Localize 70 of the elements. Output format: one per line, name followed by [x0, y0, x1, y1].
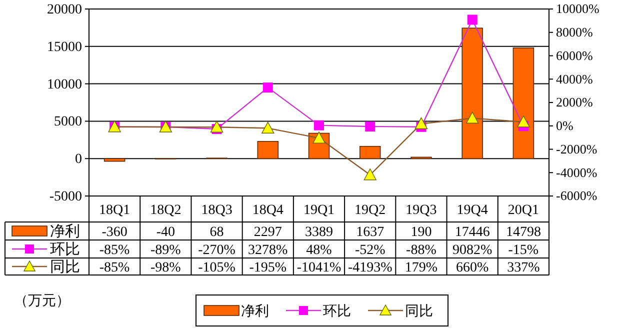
data-label: 17446	[454, 225, 490, 240]
legend-label: 同比	[50, 258, 80, 276]
x-tick-label: 19Q2	[354, 203, 386, 218]
text: （万元）	[14, 294, 70, 309]
data-label: 179%	[404, 260, 438, 276]
point	[517, 116, 530, 128]
data-label: 190	[410, 225, 432, 240]
text: 同比	[405, 304, 433, 320]
y2-tick-label: 2000%	[556, 94, 593, 110]
y2-tick-label: -2000%	[556, 141, 598, 156]
data-label: 3278%	[248, 243, 288, 258]
x-tick-label: 19Q3	[406, 203, 437, 218]
y-tick-label: 15000	[47, 40, 82, 55]
y2-tick-label: 6000%	[556, 48, 593, 63]
data-label: -88%	[406, 243, 437, 258]
data-label: -52%	[354, 243, 386, 258]
point	[414, 117, 428, 130]
y-tick-label: 5000	[54, 114, 82, 130]
data-label: -360	[102, 225, 128, 240]
y2-tick-label: 8000%	[556, 24, 593, 40]
y2-tick-label: -6000%	[556, 188, 598, 204]
point	[466, 112, 479, 124]
data-label: -85%	[99, 243, 130, 258]
x-tick-label: 18Q4	[252, 203, 284, 218]
text: 环比	[323, 304, 351, 320]
point	[210, 120, 224, 132]
bar	[257, 141, 279, 159]
bar	[512, 48, 534, 159]
data-label: 68	[210, 225, 224, 240]
data-label: 1637	[356, 225, 384, 240]
data-label: -40	[156, 225, 176, 240]
data-label: -4193%	[348, 260, 393, 276]
legend-label: 环比	[50, 241, 80, 258]
x-tick-label: 19Q1	[303, 203, 335, 218]
x-tick-label: 20Q1	[508, 203, 540, 218]
y-tick-label: 20000	[47, 2, 82, 18]
y-tick-label: -5000	[49, 189, 82, 204]
data-label: -195%	[249, 260, 287, 276]
x-tick-label: 18Q1	[98, 203, 130, 218]
data-label: 3389	[305, 225, 333, 240]
bar	[462, 28, 483, 159]
y2-tick-label: 4000%	[556, 71, 593, 86]
data-label: 2297	[254, 225, 282, 240]
bar	[104, 158, 126, 162]
point	[262, 122, 274, 134]
y2-tick-label: 10000%	[556, 1, 600, 16]
data-label: -98%	[150, 260, 182, 276]
data-label: -1041%	[296, 260, 342, 276]
data-label: 48%	[306, 243, 332, 258]
text: 净利	[241, 304, 269, 320]
x-tick-label: 18Q3	[201, 203, 232, 218]
x-tick-label: 18Q2	[150, 203, 182, 218]
data-label: -15%	[508, 243, 539, 258]
point	[312, 132, 326, 144]
bar	[359, 146, 381, 159]
data-label: -270%	[198, 243, 236, 258]
y2-tick-label: -4000%	[556, 164, 598, 180]
data-label: 9082%	[452, 243, 492, 258]
data-label: -85%	[99, 260, 130, 276]
y2-tick-label: 0%	[556, 118, 574, 134]
x-tick-label: 19Q4	[456, 203, 488, 218]
data-label: -105%	[198, 260, 236, 276]
legend-label: 净利	[50, 223, 80, 240]
point	[364, 168, 376, 180]
data-label: 660%	[456, 260, 489, 276]
data-label: 337%	[507, 260, 540, 276]
data-label: 14798	[506, 225, 541, 240]
y-tick-label: 0	[75, 152, 82, 168]
y-tick-label: 10000	[47, 77, 82, 92]
data-label: -89%	[150, 243, 182, 258]
